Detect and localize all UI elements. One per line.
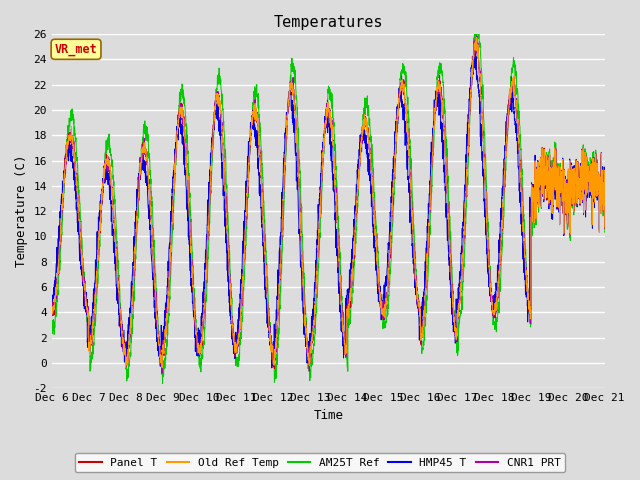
Text: VR_met: VR_met (54, 43, 97, 56)
X-axis label: Time: Time (314, 409, 343, 422)
Y-axis label: Temperature (C): Temperature (C) (15, 155, 28, 267)
Title: Temperatures: Temperatures (273, 15, 383, 30)
Legend: Panel T, Old Ref Temp, AM25T Ref, HMP45 T, CNR1 PRT: Panel T, Old Ref Temp, AM25T Ref, HMP45 … (75, 453, 565, 472)
